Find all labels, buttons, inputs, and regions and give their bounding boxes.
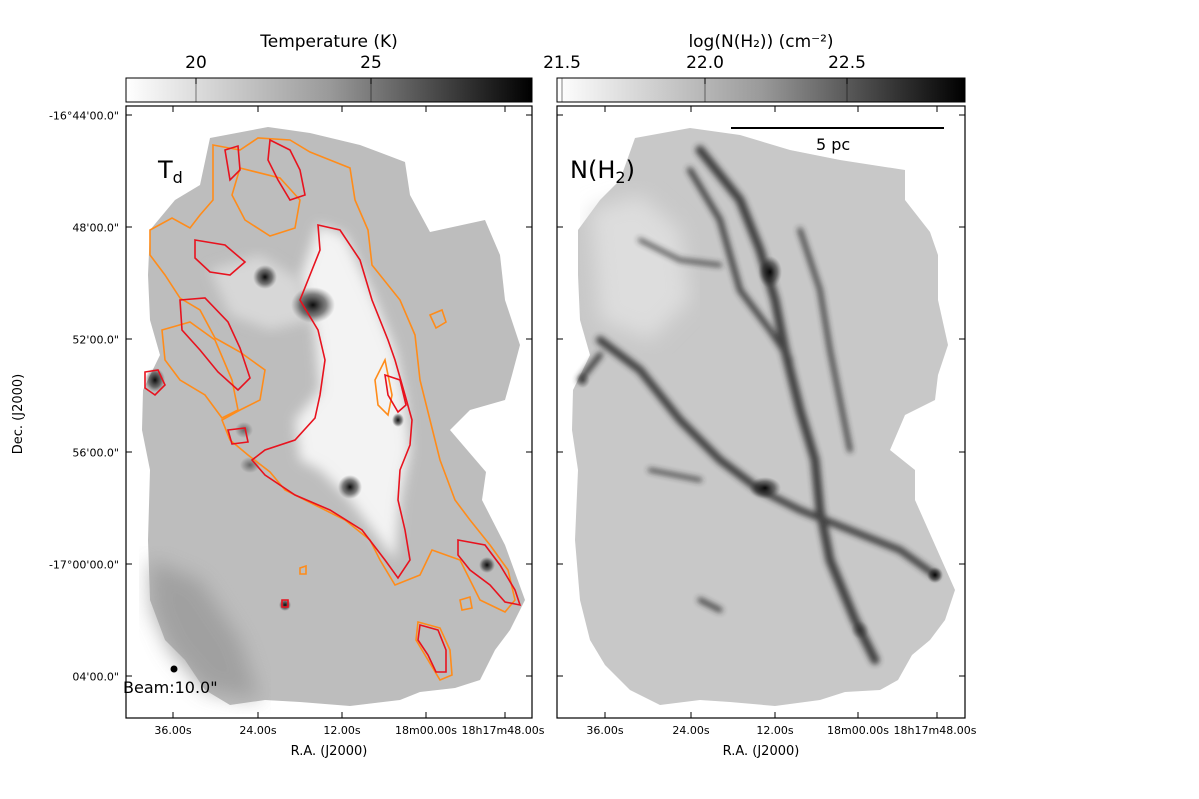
ra-tick-label: 36.00s: [154, 724, 192, 737]
column-density-colorbar-title: log(N(H₂)) (cm⁻²): [688, 32, 834, 52]
temperature-panel-label: Td: [158, 156, 183, 187]
dec-tick-label: -17°00'00.0": [48, 558, 119, 572]
ra-tick-label: 18m00.00s: [395, 724, 457, 737]
beam-label: Beam:10.0": [123, 678, 218, 697]
scale-bar-label: 5 pc: [816, 135, 851, 154]
temperature-colorbar-tick: 25: [360, 53, 382, 73]
beam-marker: [170, 665, 178, 673]
ra-axis-title-right: R.A. (J2000): [722, 744, 800, 759]
dec-tick-label: -16°44'00.0": [48, 109, 119, 123]
dec-tick-label: 56'00.0": [72, 446, 119, 460]
temperature-colorbar-title: Temperature (K): [260, 32, 398, 52]
ra-axis-ticks: [172, 106, 938, 718]
ra-tick-label: 24.00s: [672, 724, 710, 737]
temperature-colorbar: [125, 77, 533, 103]
dec-axis-ticks: [126, 114, 965, 677]
column-density-map: [572, 128, 955, 706]
ra-tick-label: 18h17m48.00s: [461, 724, 545, 737]
temperature-panel-frame: [125, 105, 533, 719]
ra-tick-label: 18m00.00s: [827, 724, 889, 737]
temperature-colorbar-tick: 20: [185, 53, 207, 73]
ra-axis-title-left: R.A. (J2000): [290, 744, 368, 759]
ra-tick-label: 18h17m48.00s: [893, 724, 977, 737]
column-density-panel-label: N(H2): [570, 156, 635, 187]
ra-tick-label: 12.00s: [323, 724, 361, 737]
column-density-colorbar: [556, 77, 966, 103]
column-density-panel-frame: [556, 105, 966, 719]
dec-tick-label: 52'00.0": [72, 333, 119, 347]
ra-tick-label: 12.00s: [756, 724, 794, 737]
column-density-colorbar-tick: 21.5: [543, 53, 581, 73]
ra-tick-label: 36.00s: [586, 724, 624, 737]
temperature-map: [142, 127, 525, 706]
column-density-colorbar-tick: 22.5: [828, 53, 866, 73]
dec-tick-label: 48'00.0": [72, 221, 119, 235]
ra-tick-label: 24.00s: [239, 724, 277, 737]
dec-tick-label: 04'00.0": [72, 670, 119, 684]
column-density-colorbar-tick: 22.0: [686, 53, 724, 73]
dec-axis-title: Dec. (J2000): [11, 373, 26, 455]
